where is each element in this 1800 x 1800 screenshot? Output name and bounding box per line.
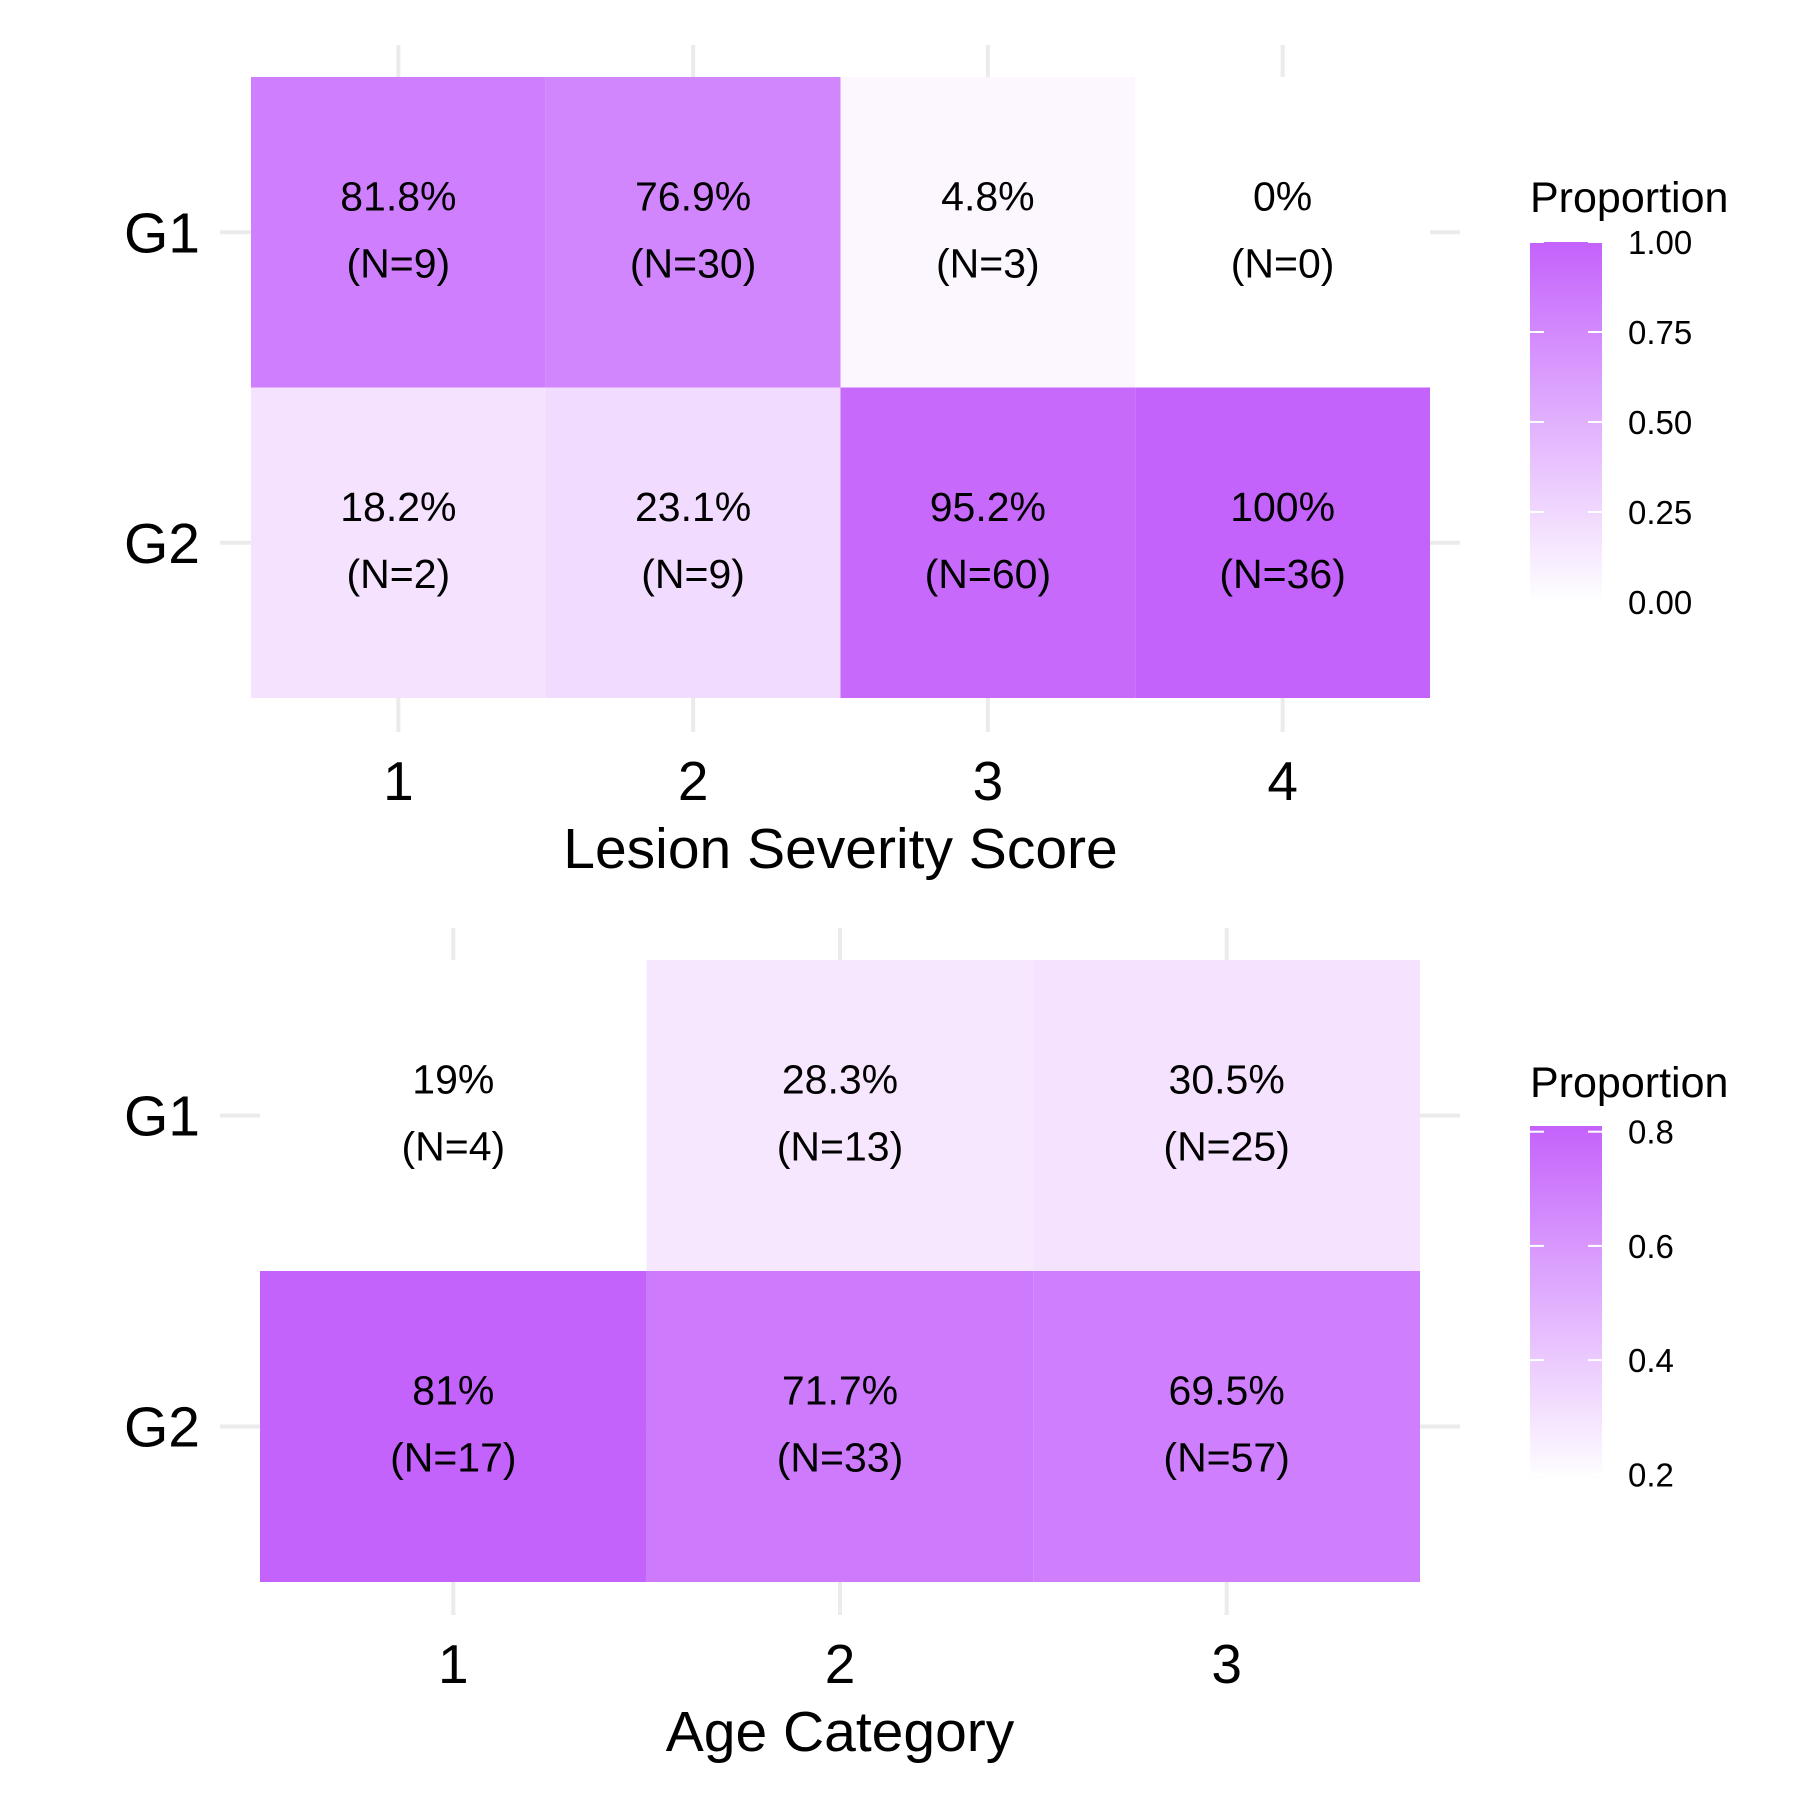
cell-count-label: (N=0) (1231, 240, 1335, 286)
cell-count-label: (N=2) (347, 551, 451, 597)
cell-count-label: (N=13) (777, 1124, 903, 1170)
x-axis: 1 2 3 (438, 1633, 1242, 1695)
cell-count-label: (N=9) (641, 551, 745, 597)
x-axis-title: Lesion Severity Score (563, 817, 1117, 881)
heatmap-tiles: 81.8% (N=9) 76.9% (N=30) 4.8% (N=3) 0% (N=0) 18.… (251, 77, 1430, 698)
heatmap-cell (1135, 77, 1430, 388)
legend-tick-label: 0.50 (1628, 404, 1692, 441)
cell-count-label: (N=57) (1163, 1435, 1289, 1481)
cell-percent-label: 28.3% (782, 1057, 898, 1103)
cell-percent-label: 30.5% (1169, 1057, 1285, 1103)
cell-count-label: (N=9) (347, 240, 451, 286)
y-axis: G1 G2 (124, 201, 200, 576)
y-tick-label: G1 (124, 201, 200, 265)
cell-percent-label: 18.2% (340, 484, 456, 530)
legend-tick-label: 0.2 (1628, 1456, 1674, 1493)
legend-tick-label: 0.4 (1628, 1342, 1674, 1379)
heatmap-cell (1135, 387, 1430, 698)
legend-color-bar (1530, 1126, 1602, 1480)
heatmap-cell (646, 1271, 1034, 1582)
heatmap-cell (260, 960, 647, 1271)
color-legend: Proportion 0.8 0.6 0.4 0.2 (1530, 1059, 1728, 1493)
heatmap-cell (840, 77, 1136, 388)
x-tick-label: 2 (825, 1633, 856, 1695)
cell-count-label: (N=30) (630, 240, 756, 286)
heatmap-tiles: 19% (N=4) 28.3% (N=13) 30.5% (N=25) 81% (N=17) 7… (260, 960, 1420, 1582)
cell-count-label: (N=33) (777, 1435, 903, 1481)
cell-percent-label: 100% (1230, 484, 1335, 530)
legend-tick-label: 1.00 (1628, 224, 1692, 261)
legend-tick-label: 0.6 (1628, 1228, 1674, 1265)
y-axis: G1 G2 (124, 1085, 200, 1460)
cell-count-label: (N=25) (1163, 1124, 1289, 1170)
legend-tick-label: 0.8 (1628, 1114, 1674, 1151)
cell-percent-label: 81.8% (340, 173, 456, 219)
heatmap-cell (840, 387, 1136, 698)
heatmap-cell (545, 387, 841, 698)
heatmap-cell (251, 387, 546, 698)
legend-title: Proportion (1530, 174, 1728, 222)
heatmap-cell (545, 77, 841, 388)
cell-percent-label: 4.8% (941, 173, 1034, 219)
cell-count-label: (N=17) (390, 1435, 516, 1481)
cell-percent-label: 19% (412, 1057, 494, 1103)
y-tick-label: G1 (124, 1085, 200, 1149)
x-tick-label: 2 (678, 750, 709, 812)
cell-percent-label: 69.5% (1169, 1368, 1285, 1414)
y-tick-label: G2 (124, 512, 200, 576)
cell-percent-label: 71.7% (782, 1368, 898, 1414)
cell-percent-label: 0% (1253, 173, 1312, 219)
heatmap-cell (1033, 1271, 1420, 1582)
x-tick-label: 1 (383, 750, 414, 812)
legend-tick-label: 0.25 (1628, 494, 1692, 531)
x-tick-label: 4 (1267, 750, 1298, 812)
heatmap-cell (260, 1271, 647, 1582)
cell-count-label: (N=36) (1219, 551, 1345, 597)
cell-count-label: (N=60) (925, 551, 1051, 597)
legend-title: Proportion (1530, 1059, 1728, 1107)
cell-percent-label: 76.9% (635, 173, 751, 219)
y-tick-label: G2 (124, 1396, 200, 1460)
cell-percent-label: 81% (412, 1368, 494, 1414)
cell-count-label: (N=4) (401, 1124, 505, 1170)
x-axis-title: Age Category (666, 1700, 1015, 1764)
heatmap-panel-1: 81.8% (N=9) 76.9% (N=30) 4.8% (N=3) 0% (N=0) 18.… (124, 45, 1728, 881)
heatmap-cell (1033, 960, 1420, 1271)
x-tick-label: 3 (973, 750, 1004, 812)
heatmap-cell (251, 77, 546, 388)
x-axis: 1 2 3 4 (383, 750, 1298, 812)
cell-percent-label: 23.1% (635, 484, 751, 530)
x-tick-label: 1 (438, 1633, 469, 1695)
heatmap-panel-2: 19% (N=4) 28.3% (N=13) 30.5% (N=25) 81% (N=17) 7… (124, 928, 1728, 1764)
x-tick-label: 3 (1211, 1633, 1242, 1695)
legend-tick-label: 0.00 (1628, 584, 1692, 621)
cell-count-label: (N=3) (936, 240, 1040, 286)
legend-tick-label: 0.75 (1628, 314, 1692, 351)
cell-percent-label: 95.2% (930, 484, 1046, 530)
heatmap-cell (646, 960, 1034, 1271)
